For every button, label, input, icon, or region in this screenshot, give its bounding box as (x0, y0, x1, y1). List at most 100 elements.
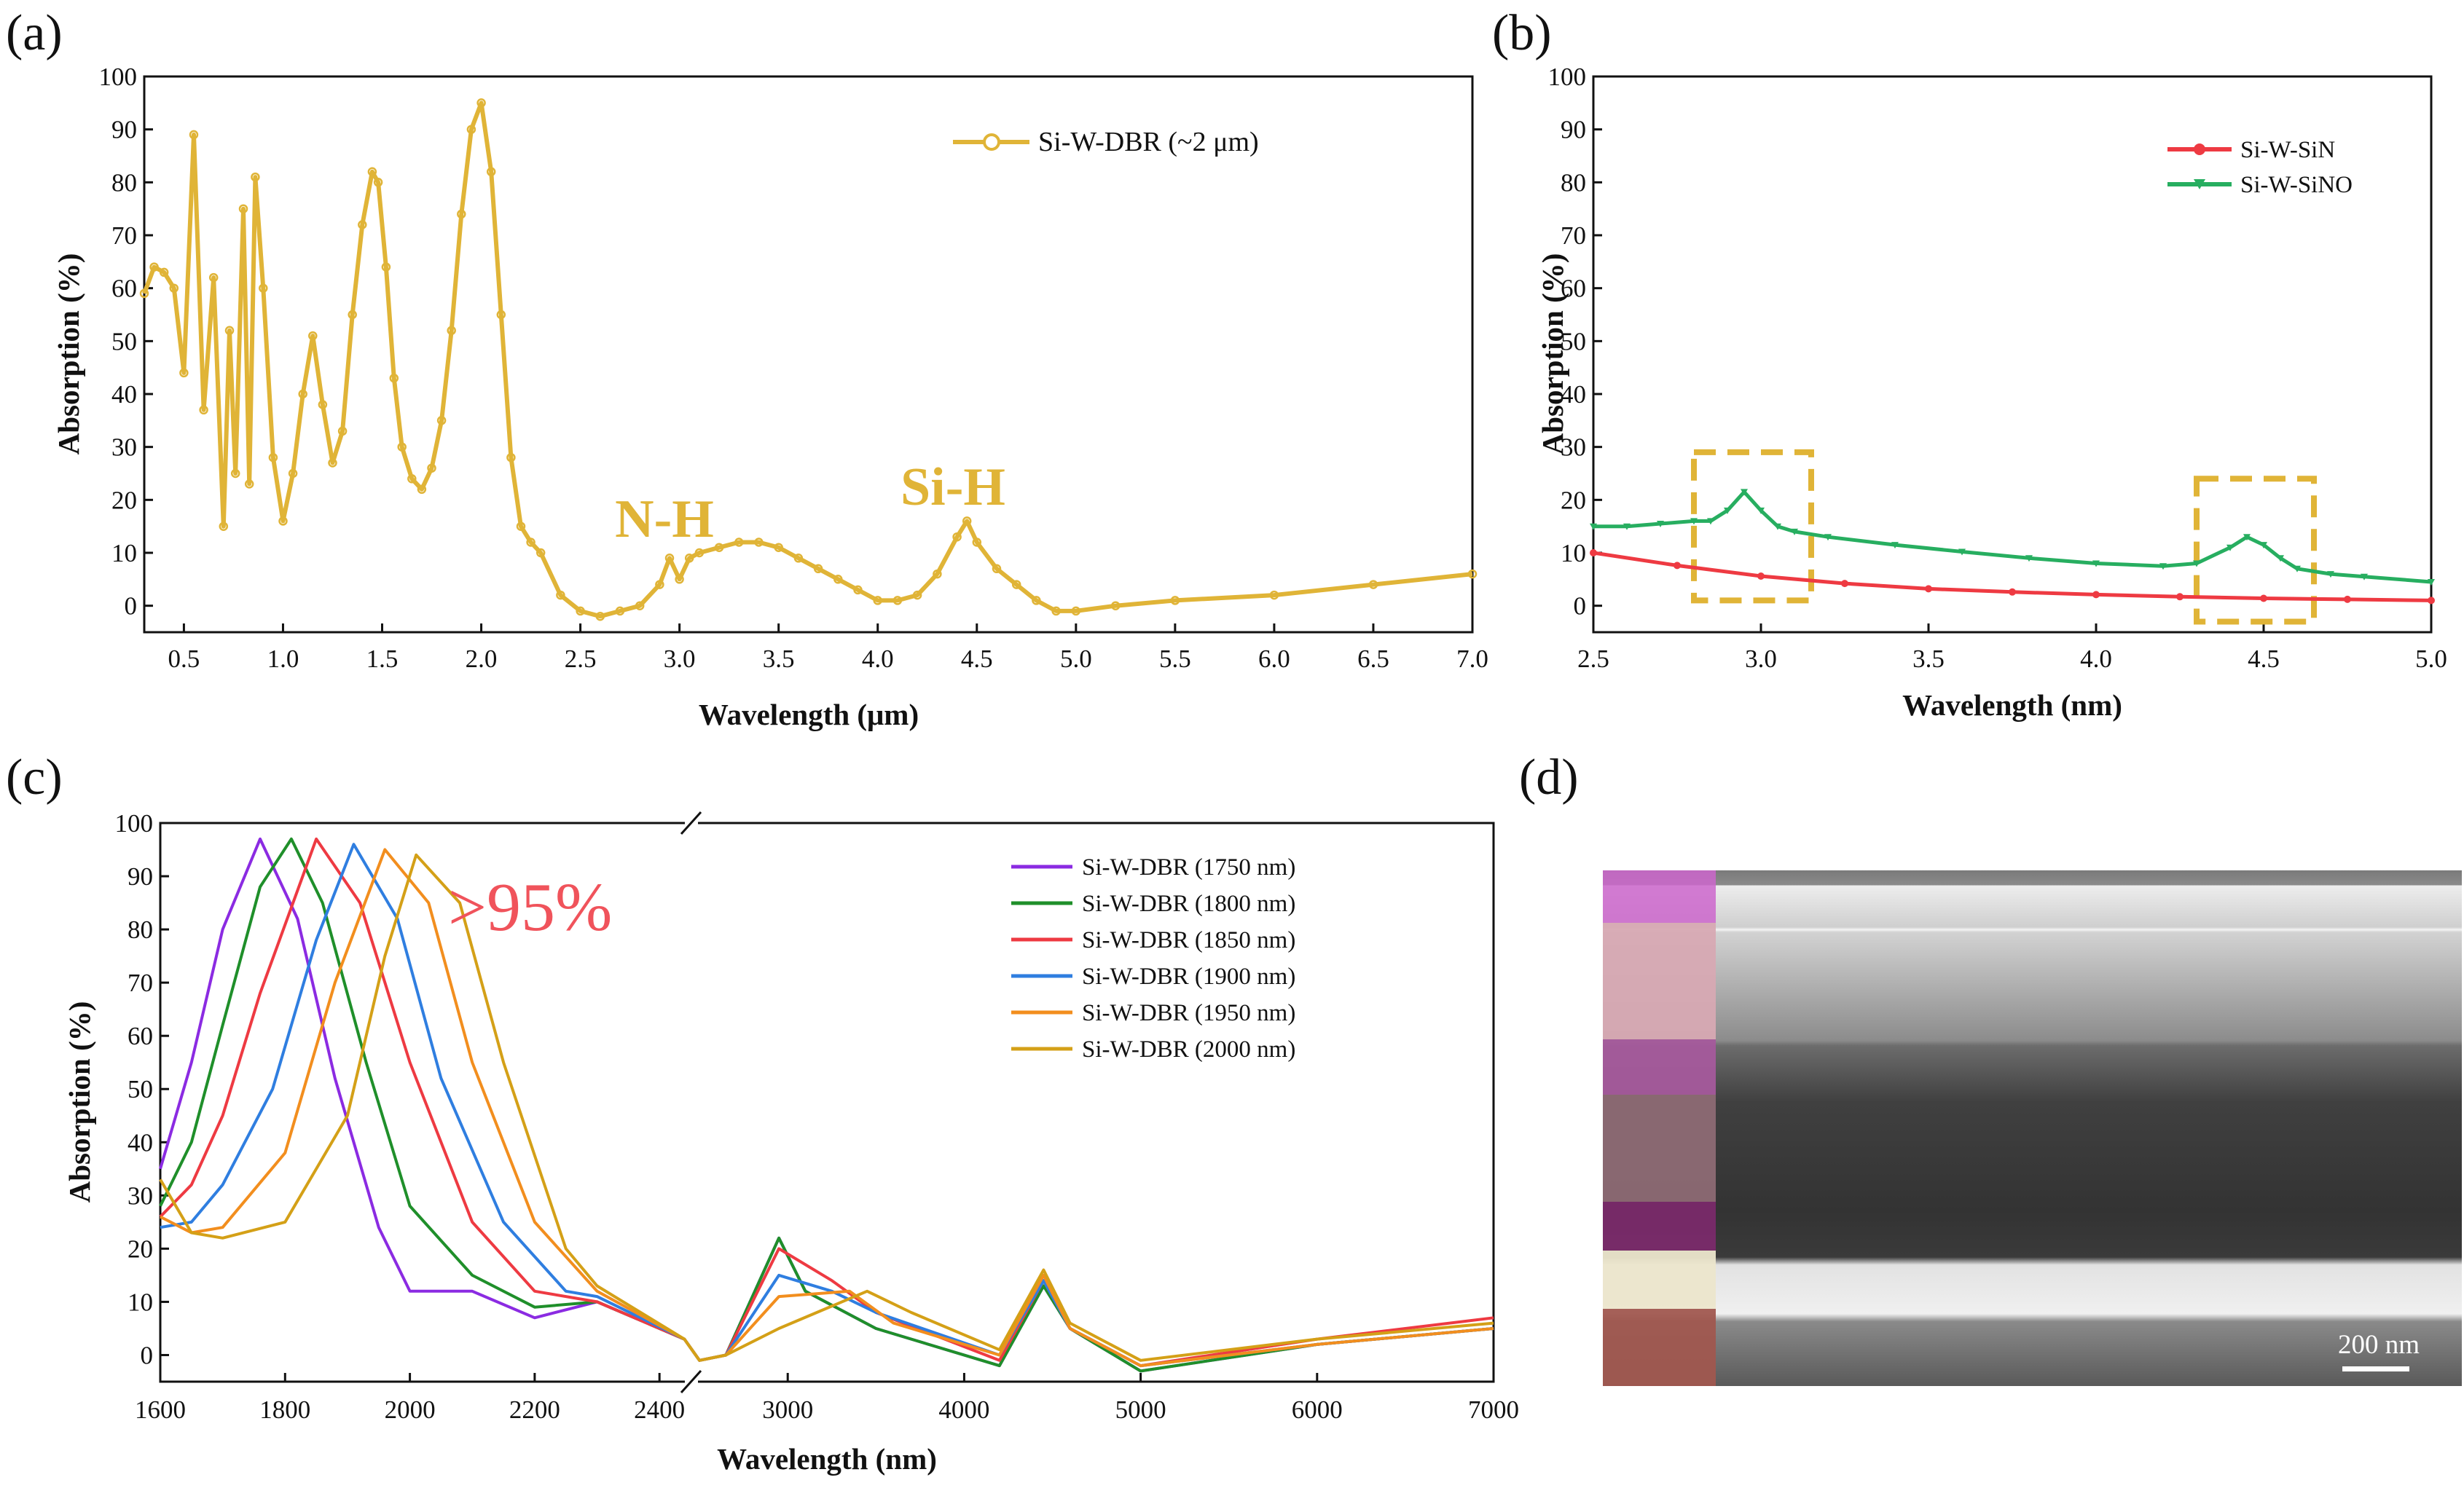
y-tick-label-a-9: 90 (111, 116, 137, 144)
y-tick-label-c-6: 60 (127, 1022, 153, 1050)
annotation-sih: Si-H (901, 457, 1005, 517)
sem-layer-tint-1 (1603, 870, 1716, 923)
y-tick-label-a-7: 70 (111, 221, 137, 250)
legend-label-sino: Si-W-SiNO (2240, 172, 2353, 198)
plot-frame-a (143, 75, 1474, 634)
x-axis-label-a: Wavelength (μm) (699, 698, 919, 731)
x-tick-label-a-11: 6.0 (1258, 645, 1290, 673)
x-tick-label-c-0: 1600 (135, 1396, 186, 1424)
y-axis-label-b: Absorption (%) (1536, 253, 1569, 455)
x-tick-label-c-2: 2000 (385, 1396, 436, 1424)
y-tick-label-b-8: 80 (1561, 168, 1586, 197)
legend-label-c-3: Si-W-DBR (1900 nm) (1082, 964, 1295, 990)
x-tick-label-a-8: 4.5 (961, 645, 993, 673)
legend-label-c-2: Si-W-DBR (1850 nm) (1082, 927, 1295, 953)
sem-layer-tint-5 (1603, 1202, 1716, 1251)
sem-layer-tint-6 (1603, 1251, 1716, 1309)
sem-layer-tint-3 (1603, 1039, 1716, 1095)
y-tick-label-c-9: 90 (127, 862, 153, 891)
legend-a: Si-W-DBR (~2 μm) (953, 127, 1259, 157)
x-tick-label-a-5: 3.0 (664, 645, 696, 673)
chart-panel-b: 0 10 20 30 40 50 60 70 80 90 100 2.5 3.0 3.5 4.0 4.5 5.0… (1536, 63, 2447, 722)
plot-frame-c (159, 822, 1495, 1383)
x-tick-label-c-9: 7000 (1468, 1396, 1519, 1424)
legend-label-c-5: Si-W-DBR (2000 nm) (1082, 1036, 1295, 1063)
tick-group-c: 0 10 20 30 40 50 60 70 80 90 100 1600 1800 2000 2200 24… (115, 809, 1520, 1424)
x-tick-label-c-3: 2200 (509, 1396, 560, 1424)
y-tick-label-c-0: 0 (141, 1341, 154, 1369)
x-tick-label-c-1: 1800 (259, 1396, 310, 1424)
y-tick-label-b-6: 60 (1561, 275, 1586, 303)
y-tick-label-c-1: 10 (127, 1288, 153, 1316)
series-group-a (139, 98, 1478, 621)
legend-label-a: Si-W-DBR (~2 μm) (1038, 127, 1259, 157)
y-tick-label-c-2: 20 (127, 1235, 153, 1263)
panel-label-b: (b) (1492, 5, 1552, 61)
annotation-95-percent: >95% (448, 870, 612, 945)
y-tick-label-c-5: 50 (127, 1075, 153, 1103)
annotation-nh: N-H (615, 489, 714, 549)
y-tick-label-a-8: 80 (111, 168, 137, 197)
x-tick-label-a-13: 7.0 (1456, 645, 1488, 673)
sem-layer-tint-7 (1603, 1309, 1716, 1386)
x-tick-label-a-9: 5.0 (1060, 645, 1092, 673)
y-tick-label-c-8: 80 (127, 916, 153, 944)
x-tick-label-c-7: 5000 (1115, 1396, 1166, 1424)
y-tick-label-a-1: 10 (111, 539, 137, 567)
x-tick-label-a-4: 2.5 (565, 645, 597, 673)
y-tick-label-b-1: 10 (1561, 539, 1586, 567)
y-tick-label-b-3: 30 (1561, 433, 1586, 462)
x-tick-label-c-4: 2400 (634, 1396, 685, 1424)
x-tick-label-c-5: 3000 (762, 1396, 813, 1424)
series-line-si-w-sino (1590, 489, 2435, 586)
x-tick-label-b-3: 4.0 (2080, 645, 2112, 673)
legend-marker-sino (2194, 179, 2205, 189)
x-tick-label-b-1: 3.0 (1745, 645, 1777, 673)
legend-marker-sin (2194, 143, 2205, 155)
y-tick-label-a-4: 40 (111, 380, 137, 409)
x-tick-label-a-6: 3.5 (763, 645, 795, 673)
chart-panel-a: 0 10 20 30 40 50 60 70 80 90 100 0.5 1.0 1.5 2.0 2.5 3.0… (52, 63, 1488, 731)
y-tick-label-b-0: 0 (1574, 592, 1587, 621)
legend-label-c-0: Si-W-DBR (1750 nm) (1082, 854, 1295, 881)
legend-marker-a (983, 133, 1000, 151)
panel-label-c: (c) (6, 749, 63, 806)
y-axis-label-a: Absorption (%) (52, 253, 85, 455)
series-group-b (1590, 489, 2435, 605)
sem-layer-tint-2 (1603, 923, 1716, 1039)
scale-bar-label: 200 nm (2338, 1330, 2420, 1360)
sem-image-panel: 200 nm (1603, 870, 2462, 1386)
x-tick-label-a-3: 2.0 (466, 645, 498, 673)
x-tick-label-a-2: 1.5 (366, 645, 399, 673)
series-line-c-5 (159, 853, 1494, 1362)
x-tick-label-b-5: 5.0 (2415, 645, 2447, 673)
y-tick-label-c-4: 40 (127, 1128, 153, 1157)
chart-panel-c: 0 10 20 30 40 50 60 70 80 90 100 1600 1800 2000 2200 24… (63, 809, 1519, 1476)
legend-b: Si-W-SiN Si-W-SiNO (2167, 137, 2353, 198)
panel-label-a: (a) (6, 5, 63, 61)
y-tick-label-a-6: 60 (111, 275, 137, 303)
y-tick-label-a-3: 30 (111, 433, 137, 462)
series-line-c-3 (160, 843, 1494, 1368)
axis-break-mark-bottom (680, 1369, 702, 1394)
y-tick-label-c-3: 30 (127, 1181, 153, 1210)
legend-label-sin: Si-W-SiN (2240, 137, 2335, 163)
y-axis-label-c: Absorption (%) (63, 1001, 96, 1203)
x-tick-label-a-1: 1.0 (267, 645, 299, 673)
plot-frame-b (1592, 75, 2433, 634)
legend-label-c-4: Si-W-DBR (1950 nm) (1082, 1000, 1295, 1026)
series-group-c (159, 837, 1494, 1373)
y-tick-label-b-7: 70 (1561, 221, 1586, 250)
y-tick-label-c-10: 100 (115, 809, 154, 838)
y-tick-label-b-4: 40 (1561, 380, 1586, 409)
sem-image (1603, 870, 2462, 1386)
x-axis-label-c: Wavelength (nm) (717, 1442, 937, 1476)
y-tick-label-a-5: 50 (111, 327, 137, 355)
axis-break-mark-top (680, 811, 702, 835)
series-line-si-w-sin (1590, 549, 2435, 605)
y-tick-label-c-7: 70 (127, 969, 153, 997)
x-tick-label-a-12: 6.5 (1357, 645, 1389, 673)
x-tick-label-a-10: 5.5 (1159, 645, 1191, 673)
x-tick-label-c-6: 4000 (938, 1396, 989, 1424)
